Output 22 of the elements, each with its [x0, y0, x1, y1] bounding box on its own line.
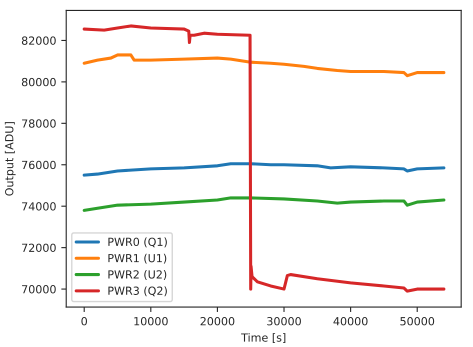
line-series — [82, 162, 446, 177]
y-axis-title: Output [ADU] — [4, 122, 16, 196]
legend-label: PWR0 (Q1) — [108, 237, 167, 248]
y-tick-label: 70000 — [22, 285, 56, 294]
y-tick-label: 74000 — [22, 202, 56, 211]
x-tick-label: 0 — [81, 317, 87, 326]
x-tick-label: 10000 — [134, 317, 168, 326]
legend-label: PWR2 (U2) — [108, 270, 166, 280]
legend-label: PWR3 (Q2) — [108, 286, 167, 296]
x-tick-label: 40000 — [333, 317, 368, 326]
y-tick-label: 82000 — [22, 36, 56, 45]
legend-label: PWR1 (U1) — [108, 254, 166, 264]
y-tick-label: 72000 — [22, 244, 56, 252]
y-tick-label: 76000 — [22, 160, 56, 170]
y-tick-label: 78000 — [22, 119, 56, 128]
x-tick-label: 50000 — [400, 317, 434, 326]
line-series — [82, 196, 446, 212]
x-axis-title: Time [s] — [241, 333, 286, 344]
x-tick-label: 20000 — [200, 317, 234, 326]
line-series — [82, 53, 446, 78]
y-tick-label: 80000 — [22, 78, 56, 86]
x-tick-label: 30000 — [267, 317, 301, 326]
